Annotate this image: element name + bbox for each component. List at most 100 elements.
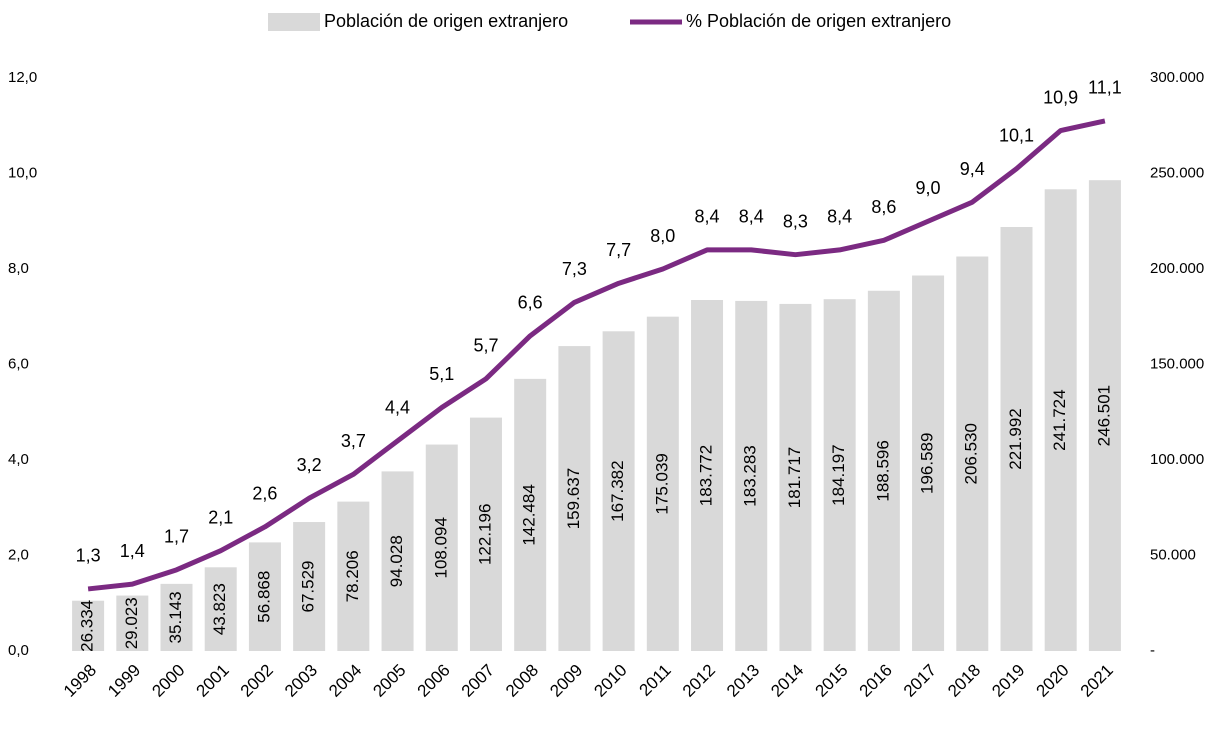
bar-value-label: 67.529 bbox=[299, 561, 318, 613]
line bbox=[87, 118, 1106, 592]
x-tick-label: 2011 bbox=[636, 661, 675, 700]
bar bbox=[469, 417, 502, 651]
bar-value-label: 175.039 bbox=[652, 453, 671, 514]
y2-tick-label: 50.000 bbox=[1150, 546, 1196, 563]
x-tick-label: 2007 bbox=[458, 661, 498, 701]
bar-value-label: 181.717 bbox=[785, 447, 804, 508]
line-value-label: 8,0 bbox=[650, 226, 675, 246]
bar bbox=[160, 583, 193, 651]
bar-value-label: 246.501 bbox=[1094, 385, 1113, 446]
y-tick-label: 6,0 bbox=[8, 355, 29, 372]
y-tick-label: 0,0 bbox=[8, 642, 29, 659]
line-value-label: 8,3 bbox=[783, 211, 808, 231]
bar bbox=[558, 346, 591, 651]
line-value-label: 10,9 bbox=[1043, 87, 1078, 107]
bar-value-label: 29.023 bbox=[122, 597, 141, 649]
x-tick-label: 2006 bbox=[414, 661, 454, 701]
x-tick-label: 1998 bbox=[60, 661, 100, 701]
line-value-label: 3,7 bbox=[341, 431, 366, 451]
bar-value-label: 159.637 bbox=[564, 468, 583, 529]
line-value-label: 8,6 bbox=[871, 197, 896, 217]
x-tick-label: 2017 bbox=[900, 661, 940, 701]
line-value-label: 8,4 bbox=[739, 207, 764, 227]
x-tick-label: 2001 bbox=[193, 661, 233, 701]
x-tick-label: 2010 bbox=[590, 661, 630, 701]
bar-value-label: 188.596 bbox=[873, 440, 892, 501]
bar-value-label: 184.197 bbox=[829, 444, 848, 505]
bar bbox=[646, 316, 679, 651]
x-tick-label: 1999 bbox=[104, 661, 144, 701]
bar-value-label: 35.143 bbox=[166, 591, 185, 643]
x-tick-label: 2015 bbox=[811, 661, 851, 701]
bar bbox=[425, 444, 458, 651]
y-tick-label: 4,0 bbox=[8, 451, 29, 468]
y2-tick-label: - bbox=[1150, 642, 1155, 659]
x-tick-label: 2005 bbox=[369, 661, 409, 701]
line-value-label: 8,4 bbox=[827, 207, 852, 227]
bar bbox=[248, 542, 281, 651]
line-value-label: 10,1 bbox=[999, 125, 1034, 145]
bar bbox=[691, 299, 724, 651]
x-tick-label: 2008 bbox=[502, 661, 542, 701]
line-value-label: 4,4 bbox=[385, 398, 410, 418]
bar bbox=[1000, 226, 1033, 651]
bar-value-label: 26.334 bbox=[78, 600, 97, 652]
line-value-label: 2,1 bbox=[208, 507, 233, 527]
line-value-label: 1,3 bbox=[76, 546, 101, 566]
legend-label: Población de origen extranjero bbox=[324, 11, 568, 31]
line-value-label: 8,4 bbox=[695, 207, 720, 227]
y-tick-label: 10,0 bbox=[8, 164, 37, 181]
bar bbox=[867, 290, 900, 651]
x-tick-label: 2000 bbox=[148, 661, 188, 701]
bar bbox=[381, 471, 414, 651]
bar-value-label: 142.484 bbox=[520, 484, 539, 545]
x-tick-label: 2016 bbox=[856, 661, 896, 701]
bar-value-label: 94.028 bbox=[387, 535, 406, 587]
y2-tick-label: 250.000 bbox=[1150, 164, 1204, 181]
bar-value-label: 56.868 bbox=[254, 571, 273, 623]
y2-tick-label: 300.000 bbox=[1150, 69, 1204, 86]
y-tick-label: 8,0 bbox=[8, 260, 29, 277]
bar bbox=[1044, 189, 1077, 651]
legend-label: % Población de origen extranjero bbox=[686, 11, 951, 31]
line-value-label: 5,7 bbox=[473, 336, 498, 356]
x-tick-label: 2003 bbox=[281, 661, 321, 701]
bar bbox=[602, 331, 635, 651]
bar bbox=[116, 595, 149, 651]
y2-tick-label: 100.000 bbox=[1150, 451, 1204, 468]
line-value-label: 3,2 bbox=[297, 455, 322, 475]
line-value-label: 7,3 bbox=[562, 259, 587, 279]
bar-value-label: 78.206 bbox=[343, 550, 362, 602]
x-tick-label: 2002 bbox=[237, 661, 277, 701]
bar-value-label: 43.823 bbox=[210, 583, 229, 635]
x-tick-label: 2019 bbox=[988, 661, 1028, 701]
bar bbox=[735, 300, 768, 651]
bar-value-label: 206.530 bbox=[962, 423, 981, 484]
y2-tick-label: 200.000 bbox=[1150, 260, 1204, 277]
bar bbox=[337, 501, 370, 651]
bar-value-label: 108.094 bbox=[431, 517, 450, 578]
bar bbox=[912, 275, 945, 651]
line-value-label: 5,1 bbox=[429, 364, 454, 384]
x-tick-label: 2012 bbox=[679, 661, 719, 701]
bar-value-label: 122.196 bbox=[475, 504, 494, 565]
x-tick-label: 2009 bbox=[546, 661, 586, 701]
y-tick-label: 12,0 bbox=[8, 69, 37, 86]
bar bbox=[293, 522, 326, 651]
x-tick-label: 2014 bbox=[767, 661, 807, 701]
line-value-label: 7,7 bbox=[606, 240, 631, 260]
bar-value-label: 221.992 bbox=[1006, 408, 1025, 469]
y-tick-label: 2,0 bbox=[8, 546, 29, 563]
x-tick-label: 2020 bbox=[1033, 661, 1073, 701]
x-tick-label: 2004 bbox=[325, 661, 365, 701]
line-value-label: 6,6 bbox=[518, 293, 543, 313]
bar bbox=[823, 299, 856, 651]
x-tick-label: 2013 bbox=[723, 661, 763, 701]
legend-swatch bbox=[268, 13, 320, 31]
bar bbox=[514, 378, 547, 651]
line-value-label: 9,0 bbox=[916, 178, 941, 198]
line-value-label: 1,7 bbox=[164, 527, 189, 547]
line-value-label: 1,4 bbox=[120, 541, 145, 561]
line-value-label: 2,6 bbox=[252, 484, 277, 504]
